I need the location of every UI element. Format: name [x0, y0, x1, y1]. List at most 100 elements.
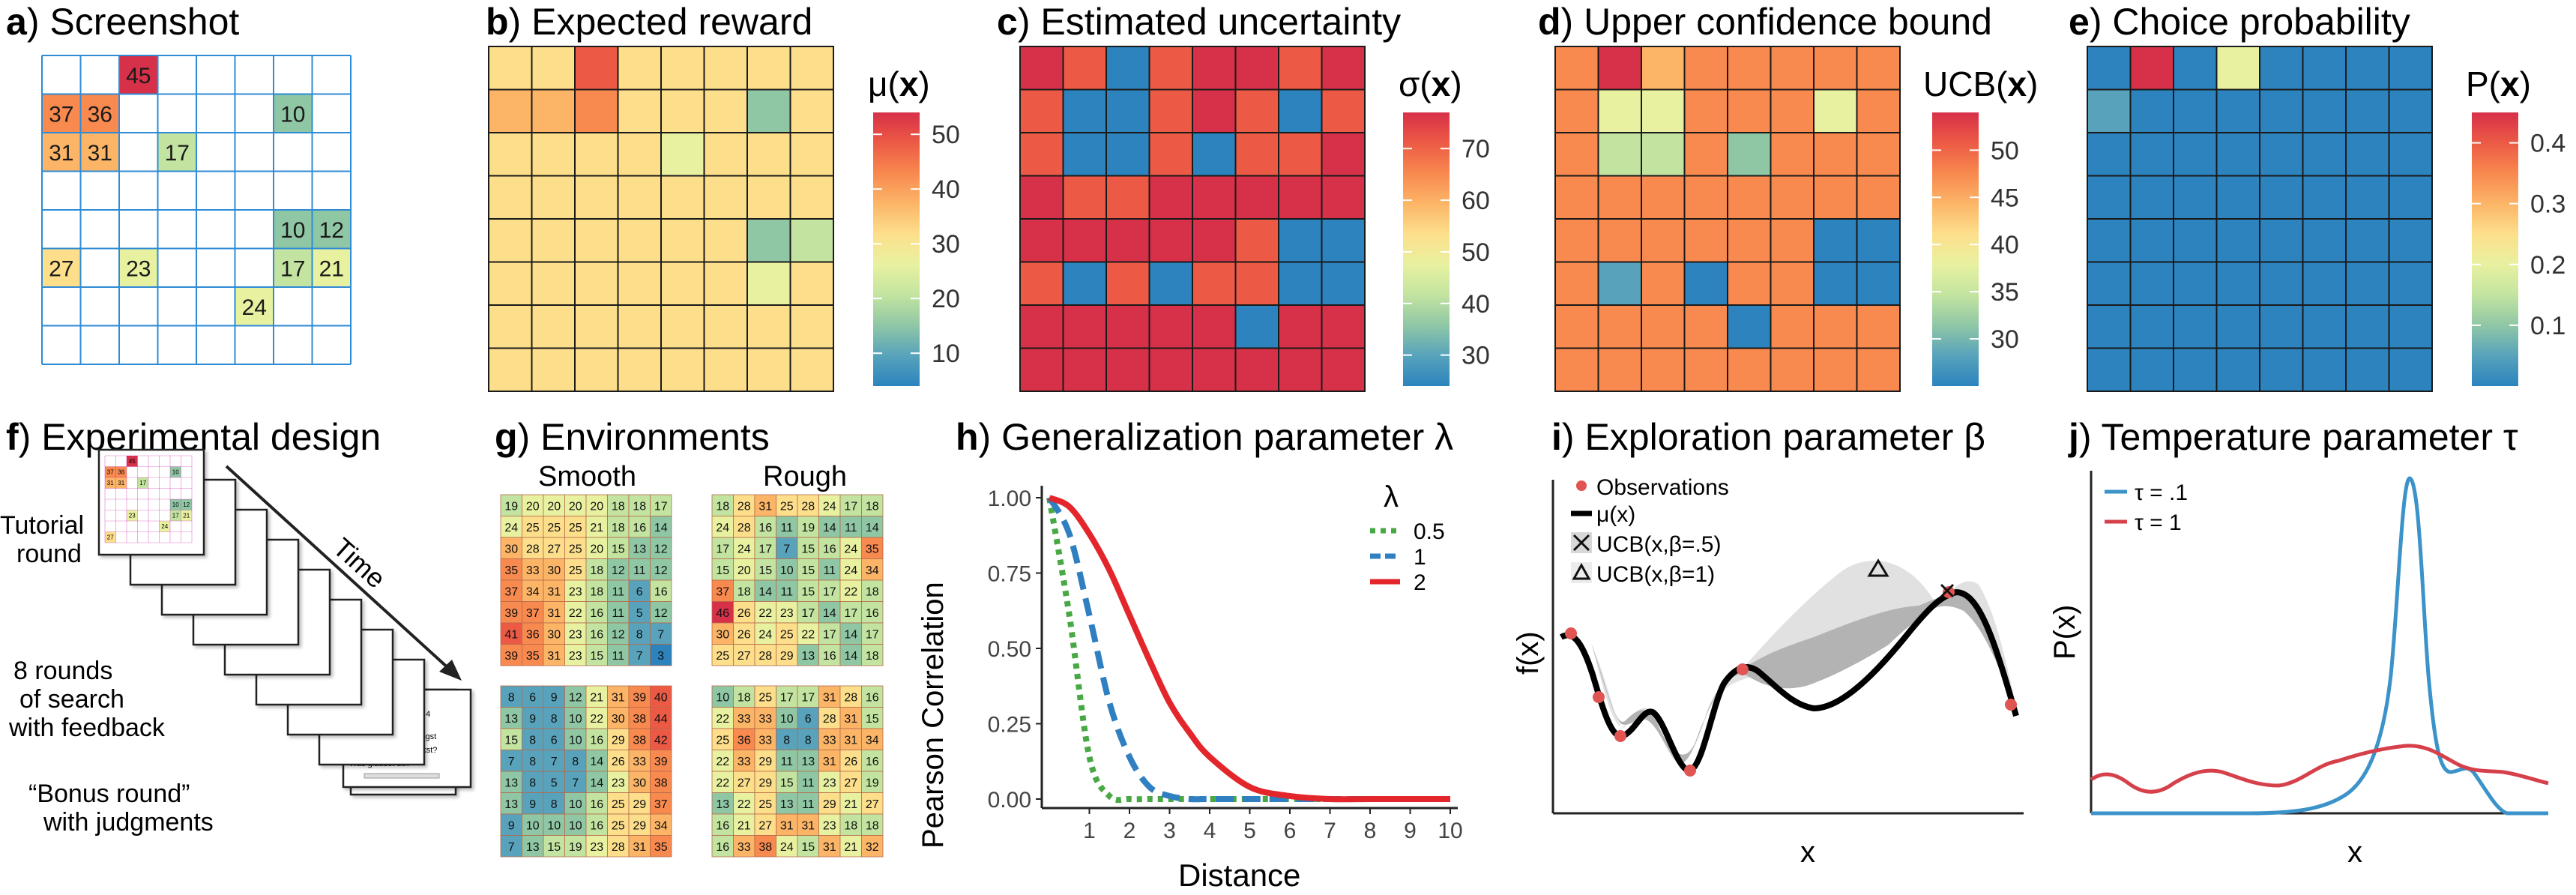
env-cell-value: 34: [654, 819, 668, 832]
env-cell-value: 7: [551, 756, 558, 768]
env-cell-value: 39: [654, 756, 668, 768]
env-cell-value: 15: [801, 841, 815, 854]
env-cell-value: 8: [529, 756, 536, 768]
env-cell: [650, 835, 672, 858]
env-cell: [839, 579, 862, 602]
env-cell-value: 17: [844, 607, 857, 620]
heatmap-cell: [1234, 46, 1279, 91]
env-cell: [607, 601, 630, 624]
heatmap-cell: [574, 175, 619, 220]
heatmap-cell: [2388, 347, 2433, 392]
env-cell: [733, 601, 755, 624]
heatmap-cell: [789, 218, 834, 263]
heatmap-cell: [1554, 347, 1599, 392]
screenshot-cell-value: 36: [88, 102, 112, 127]
env-cell: [861, 750, 884, 772]
env-cell-value: 22: [844, 585, 857, 598]
heatmap-cell: [488, 304, 533, 349]
tutorial-label-1: Tutorial: [0, 511, 84, 540]
observations-legend-dot: [1576, 480, 1587, 491]
heatmap-cell: [1148, 304, 1193, 349]
env-cell-value: 21: [737, 819, 751, 832]
heatmap-cell: [488, 132, 533, 177]
round-cards: ★★★★★Bonusrunde!Verbleibende Klicks: 4Wi…: [97, 448, 472, 796]
env-cell-value: 23: [569, 628, 582, 641]
heatmap-cell: [1062, 175, 1107, 220]
env-cell: [776, 728, 798, 750]
env-cell: [543, 835, 565, 858]
env-cell-value: 25: [526, 522, 540, 534]
colorbar-tick: 30: [932, 230, 960, 259]
heatmap-cell: [1062, 347, 1107, 392]
env-cell: [861, 601, 884, 624]
env-cell-value: 21: [844, 798, 857, 811]
heatmap-cell: [1278, 304, 1323, 349]
heatmap-cell: [1597, 46, 1642, 91]
heatmap-cell: [1641, 46, 1686, 91]
env-cell: [650, 644, 672, 666]
heatmap-cell: [1856, 46, 1901, 91]
env-cell-value: 25: [547, 522, 561, 534]
heatmap-cell: [2259, 304, 2304, 349]
heatmap-cell: [1770, 261, 1815, 306]
heatmap-cell: [488, 261, 533, 306]
reward-colorbar-label: μ(x): [868, 64, 930, 103]
env-cell: [711, 728, 734, 750]
env-cell-value: 5: [551, 777, 558, 789]
smooth-environment-2: 8 6 9 12 21 31 39 40 13 9 8 10 22 30 38 44 15 8 6 10 16 29 38 4…: [500, 685, 672, 858]
env-cell: [628, 707, 651, 729]
heatmap-cell: [1019, 175, 1064, 220]
heatmap-cell: [1554, 88, 1599, 133]
heatmap-cell: [617, 347, 662, 392]
legend-ucb-1: UCB(x,β=1): [1596, 562, 1715, 587]
heatmap-cell: [2215, 88, 2260, 133]
heatmap-cell: [2087, 261, 2132, 306]
env-cell-value: 18: [737, 585, 751, 598]
heatmap-cell: [2173, 304, 2218, 349]
env-cell-value: 11: [633, 564, 646, 577]
env-cell-value: 14: [844, 650, 857, 663]
env-cell: [585, 813, 608, 836]
env-cell-value: 31: [780, 819, 794, 832]
env-cell-value: 38: [633, 713, 646, 726]
env-cell-value: 11: [802, 777, 815, 789]
heatmap-cell: [1641, 304, 1686, 349]
env-cell-value: 27: [866, 798, 879, 811]
env-cell: [754, 644, 776, 666]
i-xlabel: x: [1800, 836, 1815, 869]
env-cell-value: 30: [716, 628, 729, 641]
env-cell-value: 20: [590, 543, 603, 555]
heatmap-cell: [1278, 218, 1323, 263]
panel-g-title: g) Environments: [495, 416, 770, 458]
env-cell: [754, 537, 776, 559]
heatmap-cell: [1192, 261, 1237, 306]
env-cell: [522, 792, 544, 815]
heatmap-cell: [746, 261, 791, 306]
heatmap-cell: [1192, 175, 1237, 220]
env-cell-value: 22: [716, 777, 729, 789]
env-cell: [733, 644, 755, 666]
heatmap-cell: [1641, 261, 1686, 306]
env-cell-value: 8: [551, 713, 558, 726]
env-cell: [797, 771, 819, 793]
env-cell-value: 17: [780, 691, 794, 704]
env-cell-value: 29: [633, 819, 646, 832]
env-cell: [585, 771, 608, 793]
heatmap-cell: [1321, 304, 1366, 349]
heatmap-cell: [2173, 175, 2218, 220]
env-cell-value: 28: [844, 691, 857, 704]
heatmap-cell: [1683, 132, 1728, 177]
probability-colorbar: P(x) 0.1 0.2 0.3 0.4: [2466, 64, 2566, 386]
heatmap-cell: [2388, 175, 2433, 220]
heatmap-cell: [531, 261, 576, 306]
env-cell: [776, 537, 798, 559]
env-cell-value: 10: [716, 691, 729, 704]
env-cell-value: 33: [526, 564, 540, 577]
env-cell-value: 22: [590, 713, 603, 726]
heatmap-cell: [2173, 132, 2218, 177]
screenshot-cell: [119, 248, 158, 287]
mini-cell-value: 37: [107, 469, 114, 476]
ucb-beta-0.5-band: [1591, 593, 2018, 765]
env-cell: [650, 622, 672, 645]
panel-h-title: h) Generalization parameter λ: [956, 416, 1453, 458]
